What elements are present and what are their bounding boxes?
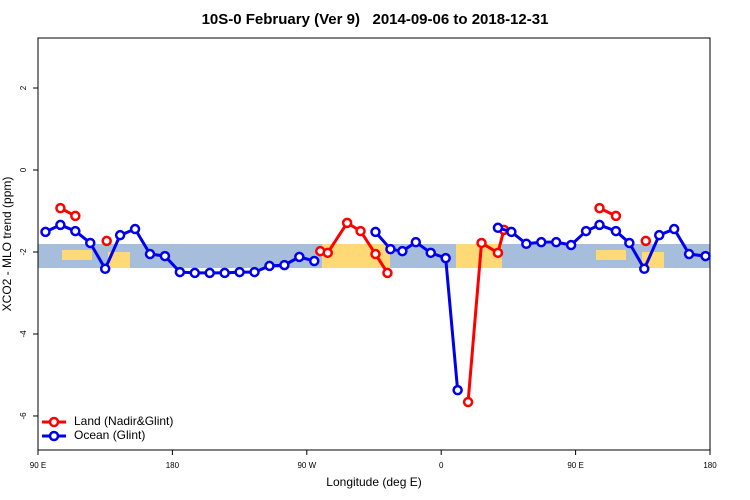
- plot-frame: [37, 37, 711, 451]
- data-point: [594, 219, 605, 231]
- data-point: [341, 217, 353, 229]
- data-point: [410, 236, 422, 248]
- data-point: [594, 202, 605, 214]
- data-point: [385, 243, 396, 255]
- data-point: [639, 263, 650, 275]
- x-tick-label: 180: [703, 461, 717, 470]
- data-point: [355, 225, 366, 237]
- data-point: [144, 248, 156, 260]
- data-point: [683, 248, 695, 260]
- data-point: [114, 229, 126, 241]
- data-point: [580, 225, 592, 237]
- data-point: [55, 219, 66, 231]
- data-point: [462, 396, 474, 408]
- data-point: [219, 267, 230, 279]
- x-axis-label: Longitude (deg E): [326, 475, 421, 489]
- legend-label: Land (Nadir&Glint): [74, 414, 173, 428]
- y-tick-label: -2: [19, 248, 28, 256]
- data-point: [204, 267, 215, 279]
- data-point: [85, 237, 96, 249]
- data-point: [550, 236, 562, 248]
- land-strip: [108, 252, 130, 268]
- data-point: [70, 225, 81, 237]
- data-point: [640, 235, 652, 247]
- data-point: [189, 267, 201, 279]
- y-axis-label: XCO2 - MLO trend (ppm): [0, 177, 14, 312]
- data-point: [174, 266, 186, 278]
- data-point: [610, 210, 622, 222]
- land-strip: [62, 250, 92, 260]
- data-point: [101, 235, 112, 247]
- data-point: [700, 250, 711, 262]
- x-tick-label: 90 E: [30, 461, 46, 470]
- data-point: [506, 226, 517, 238]
- data-point: [294, 251, 305, 263]
- chart-title: 10S-0 February (Ver 9) 2014-09-06 to 201…: [202, 11, 549, 28]
- legend-label: Ocean (Glint): [74, 428, 145, 442]
- data-point: [452, 384, 463, 396]
- data-point: [159, 250, 171, 262]
- data-point: [476, 237, 487, 249]
- data-point: [370, 226, 381, 238]
- data-point: [536, 236, 547, 248]
- data-point: [653, 229, 665, 241]
- data-point: [521, 238, 532, 250]
- x-tick-label: 180: [166, 461, 180, 470]
- y-tick-label: 2: [19, 85, 28, 90]
- data-point: [309, 255, 320, 267]
- y-tick-label: -6: [19, 412, 28, 420]
- data-point: [492, 222, 504, 234]
- data-point: [370, 248, 381, 260]
- x-tick-label: 90 W: [297, 461, 316, 470]
- data-point: [129, 223, 141, 235]
- data-point: [279, 259, 290, 271]
- data-point: [249, 266, 260, 278]
- y-tick-label: -4: [19, 330, 28, 338]
- data-point: [425, 247, 436, 259]
- land-strip: [596, 250, 626, 260]
- data-point: [99, 263, 111, 275]
- data-point: [70, 210, 81, 222]
- data-point: [668, 223, 680, 235]
- data-point: [264, 260, 275, 272]
- data-point: [55, 202, 66, 214]
- data-point: [565, 239, 577, 251]
- legend-marker: [48, 416, 60, 428]
- data-point: [40, 226, 51, 238]
- data-point: [234, 266, 245, 278]
- data-point: [610, 225, 622, 237]
- x-tick-label: 90 E: [567, 461, 583, 470]
- data-point: [492, 247, 504, 259]
- data-point: [440, 252, 451, 264]
- series-line: [466, 229, 506, 403]
- legend-marker: [48, 430, 60, 442]
- data-point: [382, 267, 393, 279]
- y-tick-label: 0: [19, 167, 28, 172]
- data-point: [322, 247, 333, 259]
- data-point: [624, 237, 635, 249]
- x-tick-label: 0: [439, 461, 444, 470]
- data-point: [397, 245, 408, 257]
